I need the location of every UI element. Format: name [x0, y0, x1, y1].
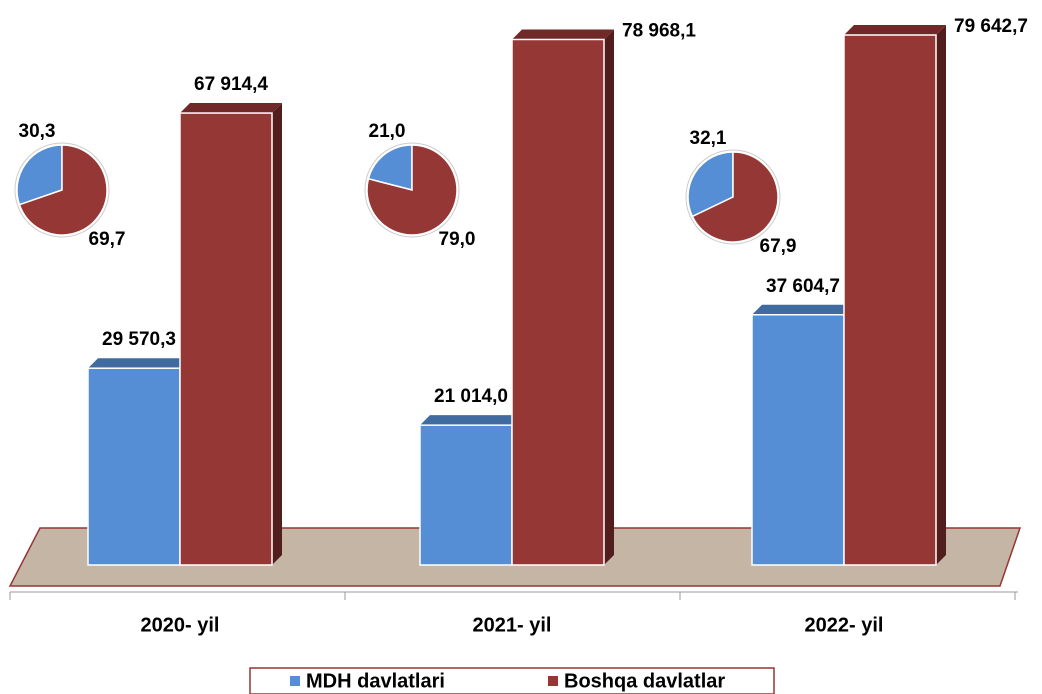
- value-label: 78 968,1: [622, 21, 696, 42]
- value-label: 79 642,7: [954, 16, 1028, 37]
- pie-slice: [367, 144, 413, 191]
- bar-side: [272, 103, 282, 565]
- bar-top: [752, 304, 854, 315]
- pie-label: 69,7: [89, 229, 126, 250]
- pie-label: 30,3: [19, 121, 56, 142]
- pie-slice: [16, 144, 63, 206]
- bar: [179, 112, 273, 566]
- x-tick-label: 2021- yil: [473, 614, 552, 636]
- bar-side: [936, 25, 946, 565]
- legend-swatch: [290, 676, 300, 686]
- pie-label: 67,9: [760, 236, 797, 257]
- bar-top: [88, 358, 190, 369]
- pie-label: 79,0: [439, 229, 476, 250]
- legend-label: Boshqa davlatlar: [564, 670, 725, 692]
- bar-top: [844, 25, 946, 35]
- pie-label: 32,1: [690, 128, 727, 149]
- x-tick-label: 2020- yil: [141, 614, 220, 636]
- pie-slice: [366, 144, 458, 236]
- bar: [511, 38, 605, 566]
- legend-box: [249, 667, 775, 694]
- pie-slice: [691, 151, 779, 243]
- value-label: 21 014,0: [434, 386, 508, 407]
- bar: [843, 34, 937, 566]
- bar-top: [420, 415, 522, 426]
- pie-label: 21,0: [369, 121, 406, 142]
- legend-swatch: [548, 676, 558, 686]
- bar: [419, 424, 513, 566]
- bar-top: [512, 29, 614, 40]
- x-tick-label: 2022- yil: [805, 614, 884, 636]
- value-label: 37 604,7: [766, 276, 840, 297]
- bar: [87, 367, 181, 566]
- pie-slice: [18, 144, 108, 236]
- value-label: 67 914,4: [194, 74, 268, 95]
- bar: [751, 314, 845, 566]
- legend-label: MDH davlatlari: [306, 670, 445, 692]
- bar-top: [180, 103, 282, 114]
- bar-side: [604, 29, 614, 566]
- value-label: 29 570,3: [102, 329, 176, 350]
- pie-slice: [687, 151, 734, 218]
